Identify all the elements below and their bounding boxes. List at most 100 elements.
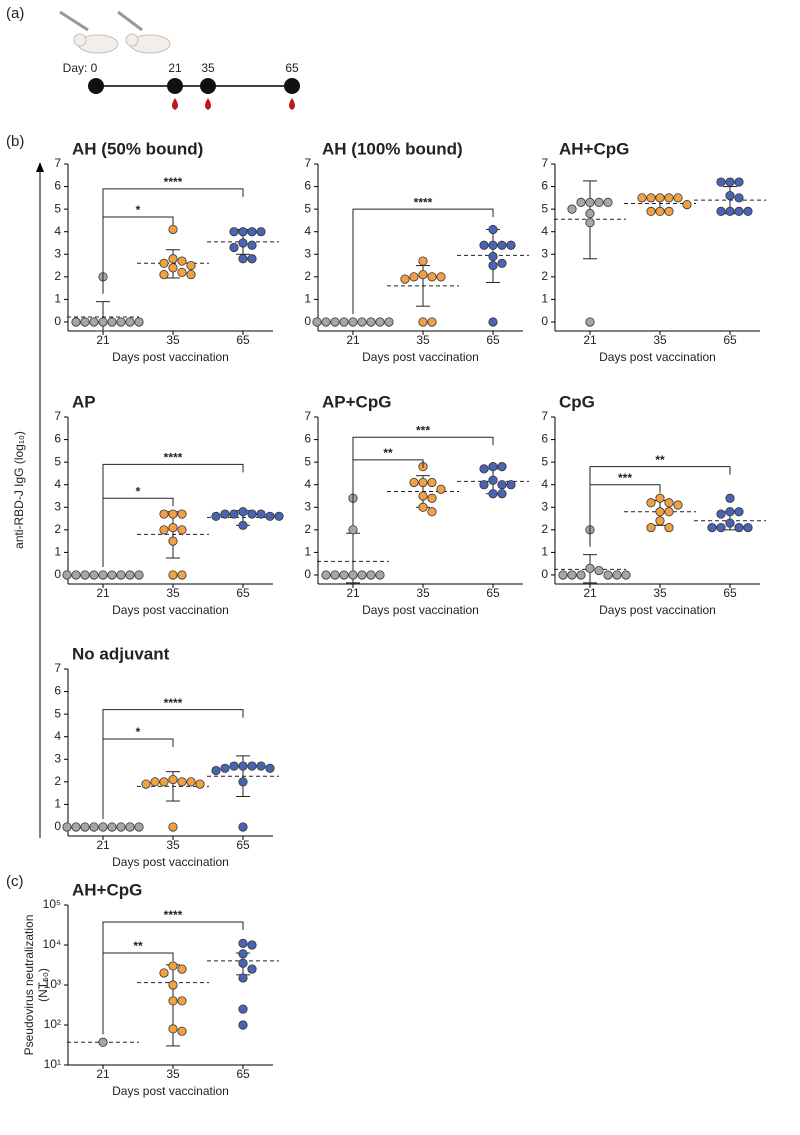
- data-point: [177, 267, 187, 277]
- x-axis-label: Days post vaccination: [362, 603, 479, 617]
- data-point: [357, 317, 367, 327]
- blood-drops: [172, 98, 295, 110]
- data-point: [682, 200, 692, 210]
- data-point: [655, 507, 665, 517]
- data-point: [646, 498, 656, 508]
- data-point: [229, 242, 239, 253]
- y-tick-label: 3: [541, 499, 548, 513]
- data-point: [229, 227, 239, 237]
- data-point: [418, 256, 428, 266]
- y-axis-label: anti-RBD-J IgG (log₁₀): [12, 431, 26, 549]
- data-point: [80, 570, 90, 580]
- significance-bracket: [352, 459, 424, 526]
- data-point: [339, 317, 349, 327]
- data-point: [89, 822, 99, 832]
- data-point: [159, 777, 169, 787]
- y-tick-label: 10⁴: [42, 937, 61, 951]
- data-point: [418, 477, 428, 488]
- data-point: [488, 260, 498, 271]
- data-point: [71, 570, 81, 580]
- x-tick-label: 65: [486, 586, 500, 600]
- data-point: [177, 570, 187, 580]
- data-point: [168, 570, 178, 580]
- x-tick-label: 21: [96, 333, 110, 347]
- data-point: [497, 480, 507, 490]
- data-point: [436, 272, 446, 282]
- data-point: [734, 206, 744, 216]
- data-point: [195, 779, 205, 789]
- data-point: [488, 475, 498, 485]
- mouse-icons: [59, 10, 171, 54]
- data-point: [238, 254, 248, 264]
- data-point: [168, 1024, 178, 1034]
- data-point: [168, 263, 178, 273]
- data-point: [585, 563, 595, 573]
- significance-label: **: [655, 453, 665, 467]
- y-tick-label: 5: [54, 454, 61, 468]
- data-point: [655, 493, 665, 503]
- data-point: [62, 570, 72, 580]
- data-point: [357, 570, 367, 580]
- data-point: [229, 509, 239, 519]
- data-point: [98, 317, 108, 327]
- y-tick-label: 4: [304, 224, 311, 238]
- y-tick-label: 3: [304, 246, 311, 260]
- data-point: [664, 193, 674, 203]
- data-point: [125, 317, 135, 327]
- data-point: [506, 240, 516, 250]
- data-point: [238, 507, 248, 517]
- data-point: [375, 570, 385, 580]
- significance-label: ****: [414, 195, 433, 209]
- data-point: [274, 511, 284, 521]
- data-point: [488, 224, 498, 235]
- data-point: [567, 570, 577, 580]
- panel-label: (a): [6, 5, 24, 22]
- data-point: [80, 317, 90, 327]
- data-point: [409, 477, 419, 488]
- data-point: [716, 509, 726, 519]
- data-point: [427, 507, 437, 517]
- x-tick-label: 21: [96, 1067, 110, 1081]
- significance-label: *: [136, 203, 141, 217]
- data-point: [725, 518, 735, 528]
- data-point: [664, 522, 674, 533]
- data-point: [725, 493, 735, 503]
- y-tick-label: 1: [304, 292, 311, 306]
- y-tick-label: 4: [54, 729, 61, 743]
- data-point: [585, 197, 595, 207]
- data-point: [716, 206, 726, 216]
- significance-label: **: [133, 939, 143, 953]
- data-point: [134, 317, 144, 327]
- y-tick-label: 6: [541, 432, 548, 446]
- data-point: [116, 822, 126, 832]
- x-tick-label: 65: [723, 333, 737, 347]
- data-point: [673, 500, 683, 510]
- data-point: [177, 996, 187, 1006]
- data-point: [107, 317, 117, 327]
- y-axis-label: (NT₅₀): [36, 968, 50, 1002]
- data-point: [238, 949, 248, 959]
- y-tick-label: 1: [541, 292, 548, 306]
- data-point: [159, 525, 169, 535]
- day-label: 21: [168, 61, 182, 75]
- day-label: 35: [201, 61, 215, 75]
- y-tick-label: 2: [54, 269, 61, 283]
- data-point: [229, 761, 239, 771]
- x-tick-label: 35: [166, 586, 180, 600]
- data-point: [427, 477, 437, 488]
- data-point: [348, 525, 358, 535]
- y-tick-label: 6: [304, 432, 311, 446]
- y-tick-label: 2: [54, 522, 61, 536]
- y-tick-label: 2: [304, 269, 311, 283]
- data-point: [330, 317, 340, 327]
- data-point: [168, 522, 178, 533]
- chart-title: AH (50% bound): [72, 139, 203, 158]
- data-point: [576, 197, 586, 207]
- data-point: [80, 822, 90, 832]
- data-point: [186, 777, 196, 787]
- data-point: [637, 193, 647, 203]
- data-point: [256, 227, 266, 237]
- y-tick-label: 0: [54, 819, 61, 833]
- y-tick-label: 3: [541, 246, 548, 260]
